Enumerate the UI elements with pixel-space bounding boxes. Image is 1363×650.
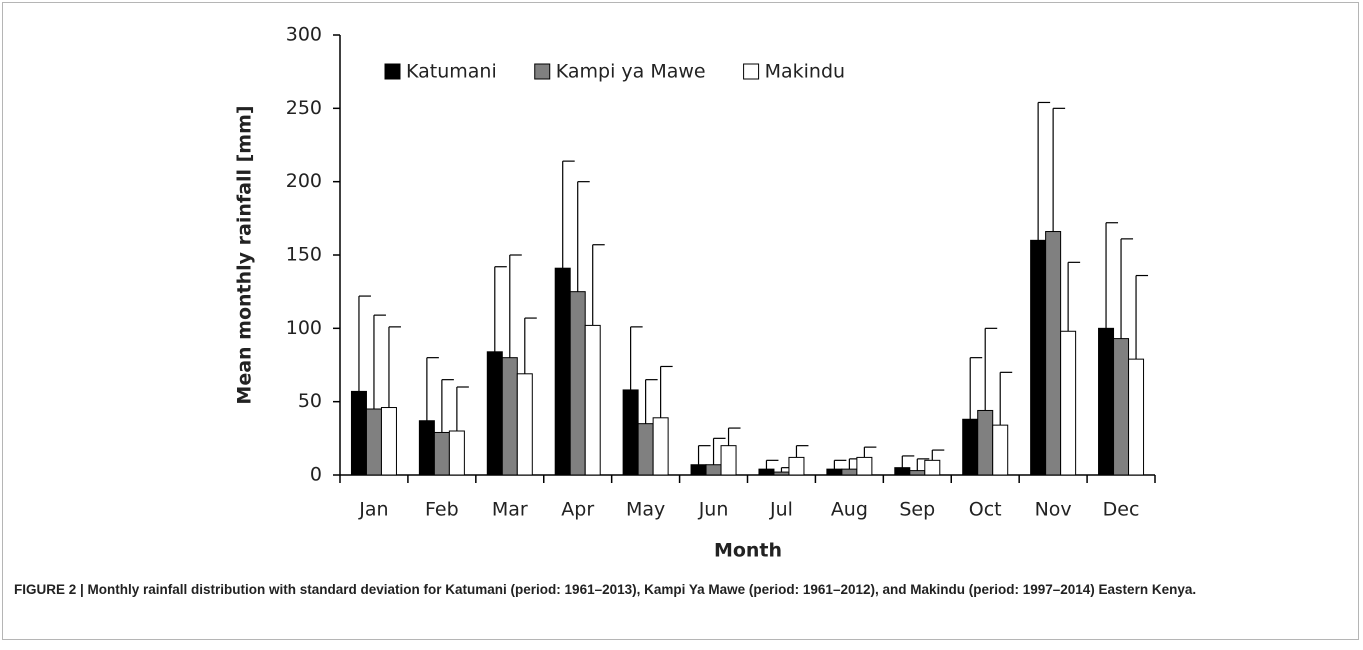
bar	[720, 445, 737, 476]
bar	[894, 467, 911, 476]
bar	[1060, 330, 1077, 476]
bar	[992, 424, 1009, 476]
bar	[1128, 358, 1145, 476]
legend-swatch	[534, 63, 551, 80]
x-tick-label: Oct	[969, 499, 1002, 521]
bar	[758, 468, 775, 476]
legend-label: Katumani	[406, 61, 497, 83]
y-tick-label: 50	[298, 390, 322, 412]
bar	[826, 468, 843, 476]
legend-label: Kampi ya Mawe	[556, 61, 706, 83]
y-tick-label: 0	[310, 464, 322, 486]
bar	[856, 456, 873, 476]
x-tick-label: Feb	[425, 499, 459, 521]
bar	[622, 389, 639, 476]
bar	[1113, 338, 1130, 476]
figure-frame	[2, 2, 1359, 640]
bar	[365, 408, 382, 476]
legend-swatch	[743, 63, 760, 80]
bar	[1030, 239, 1047, 476]
bar	[788, 456, 805, 476]
x-tick-label: May	[626, 499, 665, 521]
x-tick-label: Mar	[492, 499, 528, 521]
bar	[584, 324, 601, 476]
bar	[486, 351, 503, 476]
bar	[501, 357, 518, 476]
bar	[516, 373, 533, 476]
x-tick-label: Jun	[698, 499, 729, 521]
caption: FIGURE 2 | Monthly rainfall distribution…	[14, 582, 1197, 597]
y-tick-label: 200	[286, 170, 322, 192]
bar	[350, 390, 367, 476]
bar	[977, 409, 994, 476]
bar	[705, 464, 722, 476]
chart: Mean monthly rainfall [mm] Month 0 50 100 1…	[234, 24, 1156, 562]
y-tick-label: 150	[286, 244, 322, 266]
x-tick-label: Apr	[561, 499, 594, 521]
bar	[773, 471, 790, 476]
bar	[569, 291, 586, 476]
bar	[554, 267, 571, 476]
bar	[380, 407, 397, 476]
bar	[909, 470, 926, 476]
legend-swatch	[384, 63, 401, 80]
bar	[690, 464, 707, 476]
y-tick-label: 300	[286, 24, 322, 46]
x-tick-label: Sep	[899, 499, 935, 521]
x-axis-label: Month	[714, 540, 782, 562]
bar	[637, 423, 654, 476]
bar	[962, 418, 979, 476]
x-tick-label: Aug	[831, 499, 868, 521]
y-tick-label: 100	[286, 317, 322, 339]
bar	[924, 459, 941, 476]
bar	[448, 430, 465, 476]
bar	[652, 417, 669, 476]
legend-label: Makindu	[765, 61, 845, 83]
y-axis-label: Mean monthly rainfall [mm]	[234, 105, 256, 404]
x-tick-label: Jan	[358, 499, 388, 521]
bar	[841, 468, 858, 476]
x-tick-label: Jul	[769, 499, 793, 521]
x-tick-label: Dec	[1103, 499, 1140, 521]
y-tick-label: 250	[286, 97, 322, 119]
bar	[418, 420, 435, 476]
x-tick-label: Nov	[1035, 499, 1072, 521]
bar	[1045, 231, 1062, 476]
bar	[1098, 327, 1115, 476]
bar	[433, 431, 450, 476]
